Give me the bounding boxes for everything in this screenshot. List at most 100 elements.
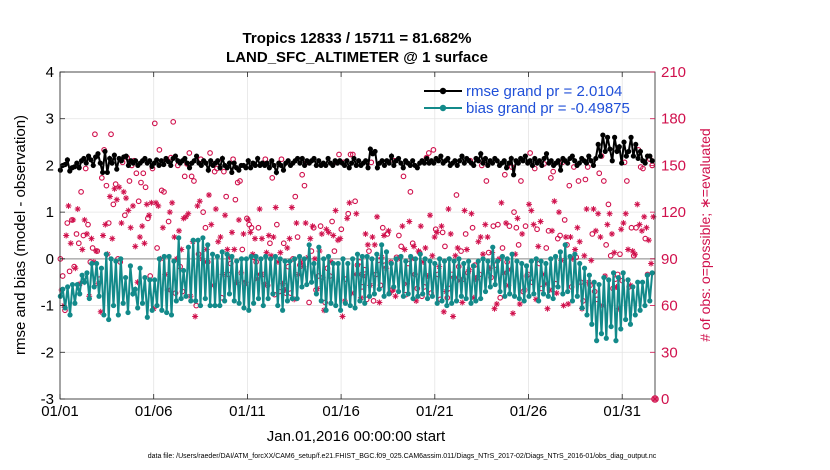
bias-point — [127, 263, 134, 269]
rmse-point — [374, 165, 381, 171]
obs-possible-marker — [501, 171, 508, 178]
y-right-tick-label: 0 — [661, 391, 669, 408]
obs-evaluated-marker — [528, 207, 535, 214]
rmse-point — [165, 159, 172, 165]
bias-point — [391, 284, 397, 290]
obs-evaluated-marker — [100, 232, 107, 239]
bias-point — [260, 302, 266, 309]
bias-point — [81, 279, 88, 285]
obs-evaluated-marker — [592, 227, 599, 234]
chart-title-line1: Tropics 12833 / 15711 = 81.682% — [243, 30, 472, 47]
bias-point — [492, 281, 498, 288]
bias-point — [164, 309, 170, 316]
bias-point — [410, 295, 416, 302]
bias-point — [110, 302, 117, 309]
bias-point — [282, 258, 288, 264]
obs-evaluated-marker — [311, 255, 318, 262]
bias-point — [412, 256, 419, 262]
bias-point — [352, 305, 358, 311]
obs-evaluated-marker — [109, 235, 116, 242]
obs-evaluated-marker — [526, 201, 533, 208]
bias-point — [618, 326, 624, 332]
rmse-point — [285, 158, 291, 164]
bias-point — [176, 235, 182, 241]
rmse-point — [609, 158, 615, 164]
rmse-point — [508, 155, 514, 162]
rmse-point — [503, 165, 510, 171]
rmse-point — [114, 166, 120, 172]
obs-evaluated-marker — [369, 234, 376, 241]
obs-evaluated-marker — [325, 229, 332, 236]
obs-possible-marker — [515, 241, 522, 248]
bias-point — [200, 235, 206, 241]
bias-point — [251, 300, 257, 306]
rmse-point — [255, 155, 261, 162]
bias-point — [135, 305, 141, 311]
obs-evaluated-marker — [83, 230, 90, 237]
obs-evaluated-marker — [217, 234, 224, 241]
rmse-point — [501, 158, 507, 164]
obs-possible-marker — [161, 189, 167, 195]
bias-point — [248, 253, 254, 260]
obs-possible-marker — [207, 150, 213, 156]
rmse-point — [471, 162, 477, 169]
obs-evaluated-marker — [588, 257, 595, 264]
bias-point — [325, 253, 332, 260]
rmse-point — [313, 162, 319, 169]
bias-point — [560, 291, 566, 297]
rmse-point — [593, 155, 599, 162]
rmse-point — [515, 160, 521, 166]
bias-point — [371, 291, 377, 297]
rmse-point — [245, 158, 251, 164]
bias-point — [497, 288, 503, 295]
bias-point — [422, 256, 428, 262]
bias-point — [567, 253, 573, 260]
obs-evaluated-marker — [152, 199, 159, 206]
obs-evaluated-marker — [284, 244, 291, 251]
bias-point — [270, 291, 276, 297]
obs-possible-marker — [442, 243, 448, 250]
bias-point — [67, 312, 73, 318]
x-tick-label: 01/21 — [416, 403, 454, 420]
bias-point — [98, 265, 105, 271]
obs-evaluated-marker — [629, 248, 636, 255]
obs-evaluated-marker — [544, 305, 551, 312]
bias-point — [625, 277, 631, 283]
bias-point — [159, 307, 165, 313]
bias-point — [543, 260, 549, 267]
obs-evaluated-marker — [611, 249, 618, 256]
bias-point — [263, 253, 269, 260]
rmse-point — [435, 158, 442, 164]
obs-evaluated-marker — [553, 290, 560, 297]
bias-point — [545, 293, 551, 299]
y-tick-label: 3 — [46, 111, 54, 128]
rmse-point — [454, 162, 460, 169]
rmse-point — [118, 158, 125, 164]
obs-evaluated-marker — [318, 230, 325, 237]
obs-evaluated-marker — [376, 299, 383, 306]
rmse-point — [278, 162, 284, 169]
bias-point — [287, 258, 293, 264]
obs-evaluated-marker — [106, 193, 113, 200]
obs-evaluated-marker — [459, 299, 466, 306]
obs-evaluated-marker — [634, 201, 641, 208]
obs-possible-marker — [108, 131, 114, 138]
rmse-point — [431, 160, 437, 166]
obs-evaluated-marker — [79, 246, 86, 253]
y-right-axis-ticks: 0 30 60 90 120 150 180 210 — [650, 64, 686, 408]
bias-point — [253, 253, 259, 260]
x-tick-label: 01/11 — [229, 403, 265, 420]
bias-point — [202, 295, 208, 302]
obs-possible-marker — [140, 170, 147, 177]
obs-evaluated-marker — [123, 195, 130, 202]
rmse-point — [569, 153, 575, 159]
bias-point — [94, 260, 100, 267]
bias-point — [236, 300, 242, 306]
y-tick-label: 2 — [46, 157, 54, 174]
obs-evaluated-marker — [212, 206, 219, 213]
rmse-point — [273, 169, 280, 176]
bias-point — [313, 291, 320, 297]
obs-possible-marker — [458, 248, 464, 254]
obs-possible-marker — [66, 268, 73, 275]
y-right-tick-label: 90 — [661, 251, 678, 268]
